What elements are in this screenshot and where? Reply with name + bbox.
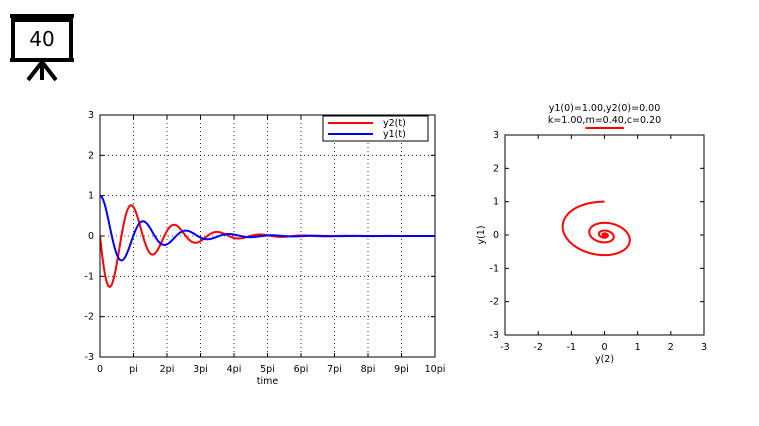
y-tick-label: 2 — [493, 163, 499, 174]
x-tick-label: 2pi — [160, 364, 175, 375]
y-tick-label: 0 — [88, 231, 94, 242]
chart-title-line: y1(0)=1.00,y2(0)=0.00 — [549, 103, 661, 114]
legend-box — [322, 115, 429, 142]
x-axis-label: y(2) — [595, 354, 614, 365]
x-tick-label: 3 — [701, 342, 707, 353]
projector-screen-icon — [10, 14, 74, 82]
slide-number: 40 — [29, 27, 55, 51]
y-tick-label: -2 — [490, 297, 499, 308]
y-tick-label: 3 — [493, 130, 499, 141]
y-tick-label: 3 — [88, 110, 94, 121]
phase-portrait-chart: -3 -2 -1 0 1 2 3 -3 -2 -1 0 1 2 3 y1(0)=1.00,y2(0)=0.0… — [476, 103, 707, 365]
slide-badge: 40 — [0, 0, 90, 90]
x-tick-label: -1 — [567, 342, 576, 353]
y-tick-label: -3 — [490, 330, 499, 341]
x-tick-label: -2 — [533, 342, 542, 353]
x-tick-label: 6pi — [294, 364, 309, 375]
phase-trajectory — [561, 200, 631, 257]
y-tick-label: 0 — [493, 230, 499, 241]
series-line-y1 — [100, 194, 435, 262]
plot-frame — [99, 114, 436, 358]
y-tick-label: -1 — [490, 263, 499, 274]
x-tick-label: 9pi — [394, 364, 409, 375]
x-tick-label: 2 — [668, 342, 674, 353]
y-axis-label: y(1) — [476, 225, 487, 244]
y-tick-label: 1 — [88, 191, 94, 202]
x-tick-label: 3pi — [193, 364, 208, 375]
x-tick-label: 4pi — [227, 364, 242, 375]
series-line-y2 — [100, 204, 435, 288]
x-axis-label: time — [257, 376, 279, 387]
plot-frame — [504, 134, 705, 336]
time-response-chart: 0 pi 2pi 3pi 4pi 5pi 6pi 7pi 8pi 9pi 10pi -3 -2 -1 0 1 2… — [85, 110, 446, 387]
legend-label: y1(t) — [383, 129, 406, 140]
x-tick-label: 10pi — [425, 364, 446, 375]
x-tick-label: 0 — [601, 342, 607, 353]
x-tick-label: pi — [129, 364, 138, 375]
x-tick-label: 7pi — [327, 364, 342, 375]
y-tick-label: 1 — [493, 197, 499, 208]
x-tick-label: 8pi — [361, 364, 376, 375]
chart-title-line: k=1.00,m=0.40,c=0.20 — [548, 115, 661, 126]
y-tick-label: 2 — [88, 150, 94, 161]
x-tick-label: 5pi — [260, 364, 275, 375]
y-tick-label: -3 — [85, 352, 94, 363]
y-tick-label: -1 — [85, 271, 94, 282]
x-tick-label: 0 — [97, 364, 103, 375]
x-tick-label: 1 — [635, 342, 641, 353]
y-tick-label: -2 — [85, 312, 94, 323]
x-tick-label: -3 — [500, 342, 509, 353]
legend-label: y2(t) — [383, 118, 406, 129]
